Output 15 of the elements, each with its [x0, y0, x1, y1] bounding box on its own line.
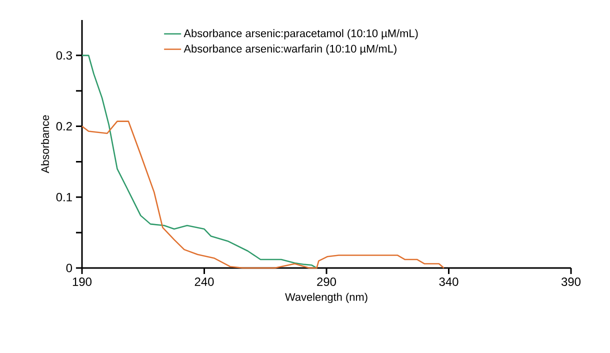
y-tick-label: 0.3	[56, 51, 72, 60]
y-tick-label: 0.1	[56, 192, 72, 202]
x-axis-title: Wavelength (nm)	[285, 292, 368, 304]
x-tick-label: 190	[72, 278, 92, 286]
x-tick-label: 340	[439, 278, 458, 286]
line-series	[81, 54, 318, 269]
legend-label: Absorbance arsenic:warfarin (10:10 µM/mL)	[184, 44, 396, 55]
x-tick-label: 390	[561, 278, 581, 286]
y-axis-title: Absorbance	[40, 115, 50, 174]
y-tick-label: 0	[66, 264, 72, 272]
legend-label: Absorbance arsenic:paracetamol (10:10 µM/mL)	[184, 29, 418, 40]
line-series	[81, 120, 445, 269]
y-tick-label: 0.2	[56, 122, 72, 131]
x-tick-label: 290	[317, 278, 336, 286]
x-tick-label: 240	[194, 278, 214, 286]
